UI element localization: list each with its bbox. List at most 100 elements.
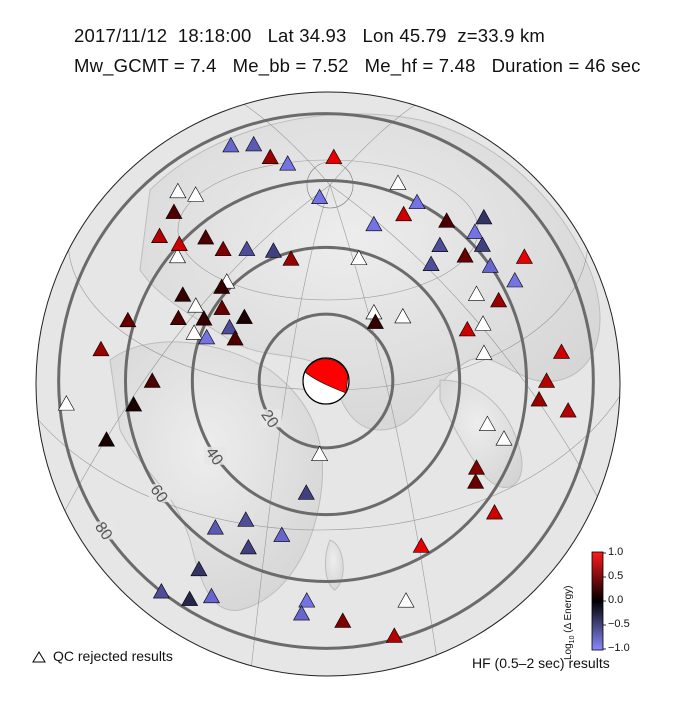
rejected-station-marker — [57, 395, 75, 411]
station-marker — [515, 248, 533, 264]
station-marker — [152, 583, 170, 599]
station-marker — [530, 391, 548, 407]
rejected-station-marker — [187, 297, 205, 313]
station-marker — [261, 148, 279, 164]
station-marker — [181, 590, 199, 606]
station-marker — [213, 278, 231, 294]
station-marker — [92, 340, 110, 357]
station-marker — [458, 320, 476, 337]
colorbar-tick-label: 0.0 — [608, 594, 624, 606]
station-marker — [456, 247, 474, 263]
station-marker — [237, 511, 255, 527]
distance-ring — [257, 312, 395, 450]
ring-label-background — [204, 446, 227, 465]
focal-mechanism-beachball — [302, 357, 350, 405]
station-marker — [222, 136, 240, 153]
station-marker — [385, 627, 403, 643]
station-marker — [293, 605, 311, 621]
station-marker — [165, 203, 183, 219]
header-line-2: Mw_GCMT = 7.4 Me_bb = 7.52 Me_hf = 7.48 … — [74, 55, 641, 76]
station-marker — [197, 229, 215, 245]
event-depth: z=33.9 km — [457, 25, 546, 46]
rejected-station-marker — [397, 592, 415, 608]
rejected-station-marker — [389, 174, 407, 190]
station-marker — [213, 299, 231, 315]
colorbar-tick-label: −1.0 — [608, 642, 630, 654]
header-line-1: 2017/11/12 18:18:00 Lat 34.93 Lon 45.79 … — [74, 25, 545, 47]
station-marker — [334, 612, 352, 628]
station-marker — [538, 372, 556, 388]
station-marker — [408, 193, 426, 210]
globe-outline — [35, 91, 621, 677]
rejected-station-marker — [475, 344, 493, 360]
station-marker — [552, 343, 571, 359]
station-marker — [151, 227, 169, 244]
station-marker — [97, 431, 116, 447]
station-marker — [239, 538, 257, 555]
rejected-station-marker — [478, 415, 496, 431]
rejected-station-marker — [467, 285, 486, 301]
colorbar-tick-label: 1.0 — [608, 546, 624, 558]
event-date: 2017/11/12 — [74, 25, 168, 46]
open-triangle-icon — [32, 651, 46, 663]
station-marker — [206, 519, 224, 535]
station-marker — [466, 223, 484, 239]
event-time: 18:18:00 — [177, 25, 252, 46]
colorbar-tick-label: −0.5 — [608, 618, 630, 630]
event-lat: Lat 34.93 — [267, 25, 347, 46]
station-marker — [190, 560, 208, 577]
station-marker — [438, 212, 456, 228]
colorbar-tick-label: 0.5 — [608, 570, 624, 582]
station-marker — [365, 215, 383, 232]
station-marker — [506, 271, 524, 288]
ring-label-background — [93, 521, 116, 540]
station-marker — [195, 310, 213, 326]
station-marker — [202, 587, 220, 604]
rejected-station-marker — [495, 430, 513, 446]
station-marker — [475, 208, 493, 225]
ring-label-background — [148, 484, 171, 503]
event-lon: Lon 45.79 — [362, 25, 447, 46]
station-marker — [559, 402, 577, 418]
station-marker — [467, 459, 486, 475]
station-marker — [143, 372, 161, 388]
station-marker — [279, 155, 297, 171]
station-marker — [412, 537, 430, 553]
station-marker — [170, 235, 188, 251]
distance-ring — [57, 112, 595, 650]
station-marker — [395, 205, 413, 222]
colorbar-title: Log10 (Δ Energy) — [563, 585, 576, 660]
station-marker — [325, 148, 343, 164]
station-marker — [119, 311, 137, 328]
rejected-station-marker — [187, 186, 205, 202]
station-marker — [311, 188, 329, 205]
station-marker — [422, 255, 440, 271]
rejected-station-marker — [169, 247, 187, 264]
station-marker — [125, 396, 143, 412]
station-marker — [221, 318, 239, 335]
station-marker — [226, 330, 244, 346]
station-marker — [174, 286, 192, 302]
station-marker — [214, 240, 232, 257]
station-markers — [57, 135, 577, 643]
station-marker — [473, 236, 491, 252]
station-marker — [431, 236, 449, 253]
station-marker — [198, 328, 216, 345]
distance-ring — [190, 245, 462, 517]
station-marker — [467, 473, 485, 489]
station-marker — [366, 313, 384, 329]
rejected-station-marker — [169, 182, 187, 199]
ring-label-background — [259, 409, 282, 428]
qc-rejected-label: QC rejected results — [53, 648, 173, 664]
station-marker — [481, 257, 499, 273]
rejected-station-marker — [474, 315, 492, 331]
station-marker — [273, 526, 291, 542]
station-marker — [298, 592, 316, 608]
station-marker — [490, 291, 508, 308]
distance-rings — [57, 112, 595, 650]
station-marker — [297, 484, 315, 500]
rejected-station-marker — [394, 307, 412, 324]
landmass-madagascar — [324, 539, 344, 591]
